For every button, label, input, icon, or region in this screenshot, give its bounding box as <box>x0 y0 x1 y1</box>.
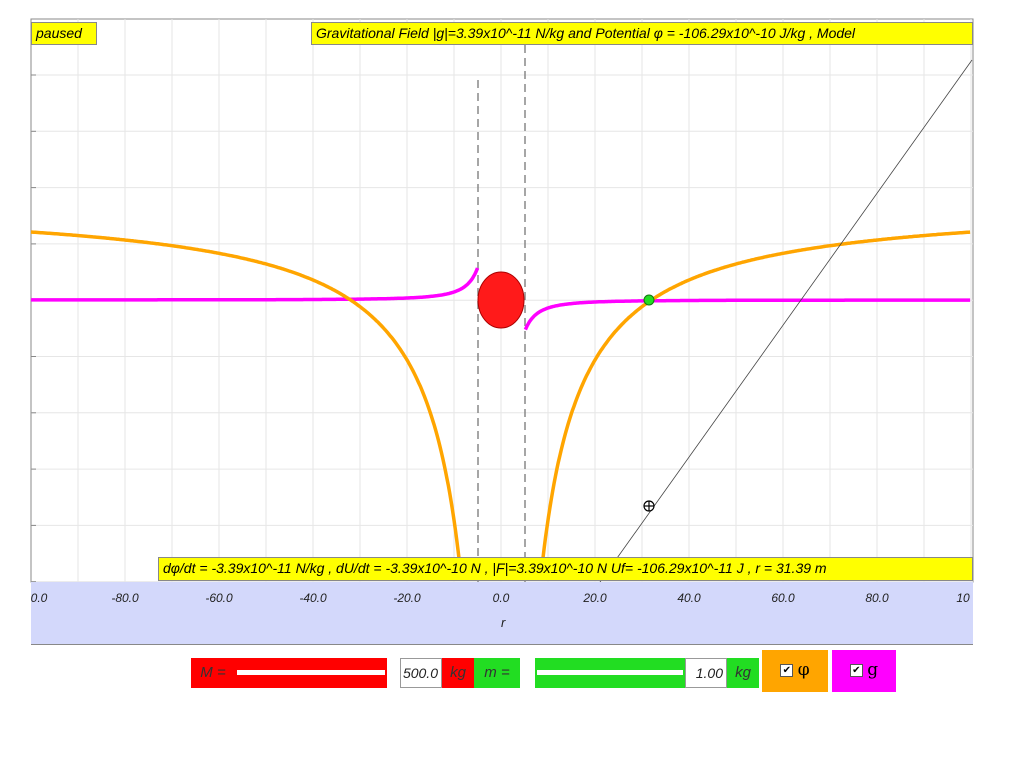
source-mass-ball[interactable] <box>477 271 525 329</box>
potential-curve-left <box>30 230 463 577</box>
g-checkbox[interactable]: ✔ <box>849 664 863 678</box>
phi-toggle[interactable]: ✔ φ <box>762 650 828 692</box>
title-label: Gravitational Field |g|=3.39x10^-11 N/kg… <box>311 22 973 45</box>
x-axis-label: r <box>501 615 506 630</box>
tick-label: -60.0 <box>205 591 233 605</box>
phi-toggle-label: φ <box>797 660 810 680</box>
m-label-text: m = <box>484 664 510 681</box>
tick-label: -20.0 <box>393 591 421 605</box>
potential-marker[interactable] <box>643 500 655 512</box>
status-label[interactable]: paused <box>31 22 97 45</box>
tick-label: 0.0 <box>492 591 510 605</box>
tick-label: 80.0 <box>865 591 889 605</box>
m-unit-text: kg <box>735 664 751 681</box>
field-curve-right <box>523 298 971 331</box>
tick-label: -40.0 <box>299 591 327 605</box>
status-text: paused <box>36 25 82 41</box>
tick-label: -80.0 <box>111 591 139 605</box>
M-value-text: 500.0 <box>402 665 438 681</box>
M-value-field[interactable]: 500.0 <box>400 658 442 688</box>
m-label: m = <box>474 658 520 688</box>
field-curve-left <box>31 267 480 302</box>
potential-curve-right <box>539 230 971 573</box>
M-label: M = <box>191 658 235 688</box>
M-unit-text: kg <box>450 664 466 681</box>
M-slider-track <box>237 670 385 675</box>
m-value-field[interactable]: 1.00 <box>685 658 727 688</box>
m-unit: kg <box>727 658 759 688</box>
info-text: dφ/dt = -3.39x10^-11 N/kg , dU/dt = -3.3… <box>163 560 827 576</box>
info-label: dφ/dt = -3.39x10^-11 N/kg , dU/dt = -3.3… <box>158 557 973 581</box>
tick-label: 20.0 <box>583 591 607 605</box>
tick-label: 40.0 <box>677 591 701 605</box>
tick-label: 10 <box>956 591 970 605</box>
M-unit: kg <box>442 658 474 688</box>
M-slider[interactable] <box>235 658 387 688</box>
g-toggle-label: g <box>867 660 879 680</box>
M-label-text: M = <box>200 664 226 681</box>
mass-boundary-lines <box>477 45 526 582</box>
tangent-line <box>599 59 973 583</box>
m-value-text: 1.00 <box>695 665 723 681</box>
title-text: Gravitational Field |g|=3.39x10^-11 N/kg… <box>316 25 856 41</box>
g-toggle[interactable]: ✔ g <box>832 650 896 692</box>
phi-checkbox[interactable]: ✔ <box>780 664 794 678</box>
test-mass-dot[interactable] <box>643 294 655 306</box>
x-axis-bar: 0.0 -80.0 -60.0 -40.0 -20.0 0.0 20.0 40.… <box>31 582 973 645</box>
tick-label: 60.0 <box>771 591 795 605</box>
m-slider-track <box>537 670 683 675</box>
m-slider[interactable] <box>535 658 685 688</box>
tick-label: 0.0 <box>30 591 48 605</box>
